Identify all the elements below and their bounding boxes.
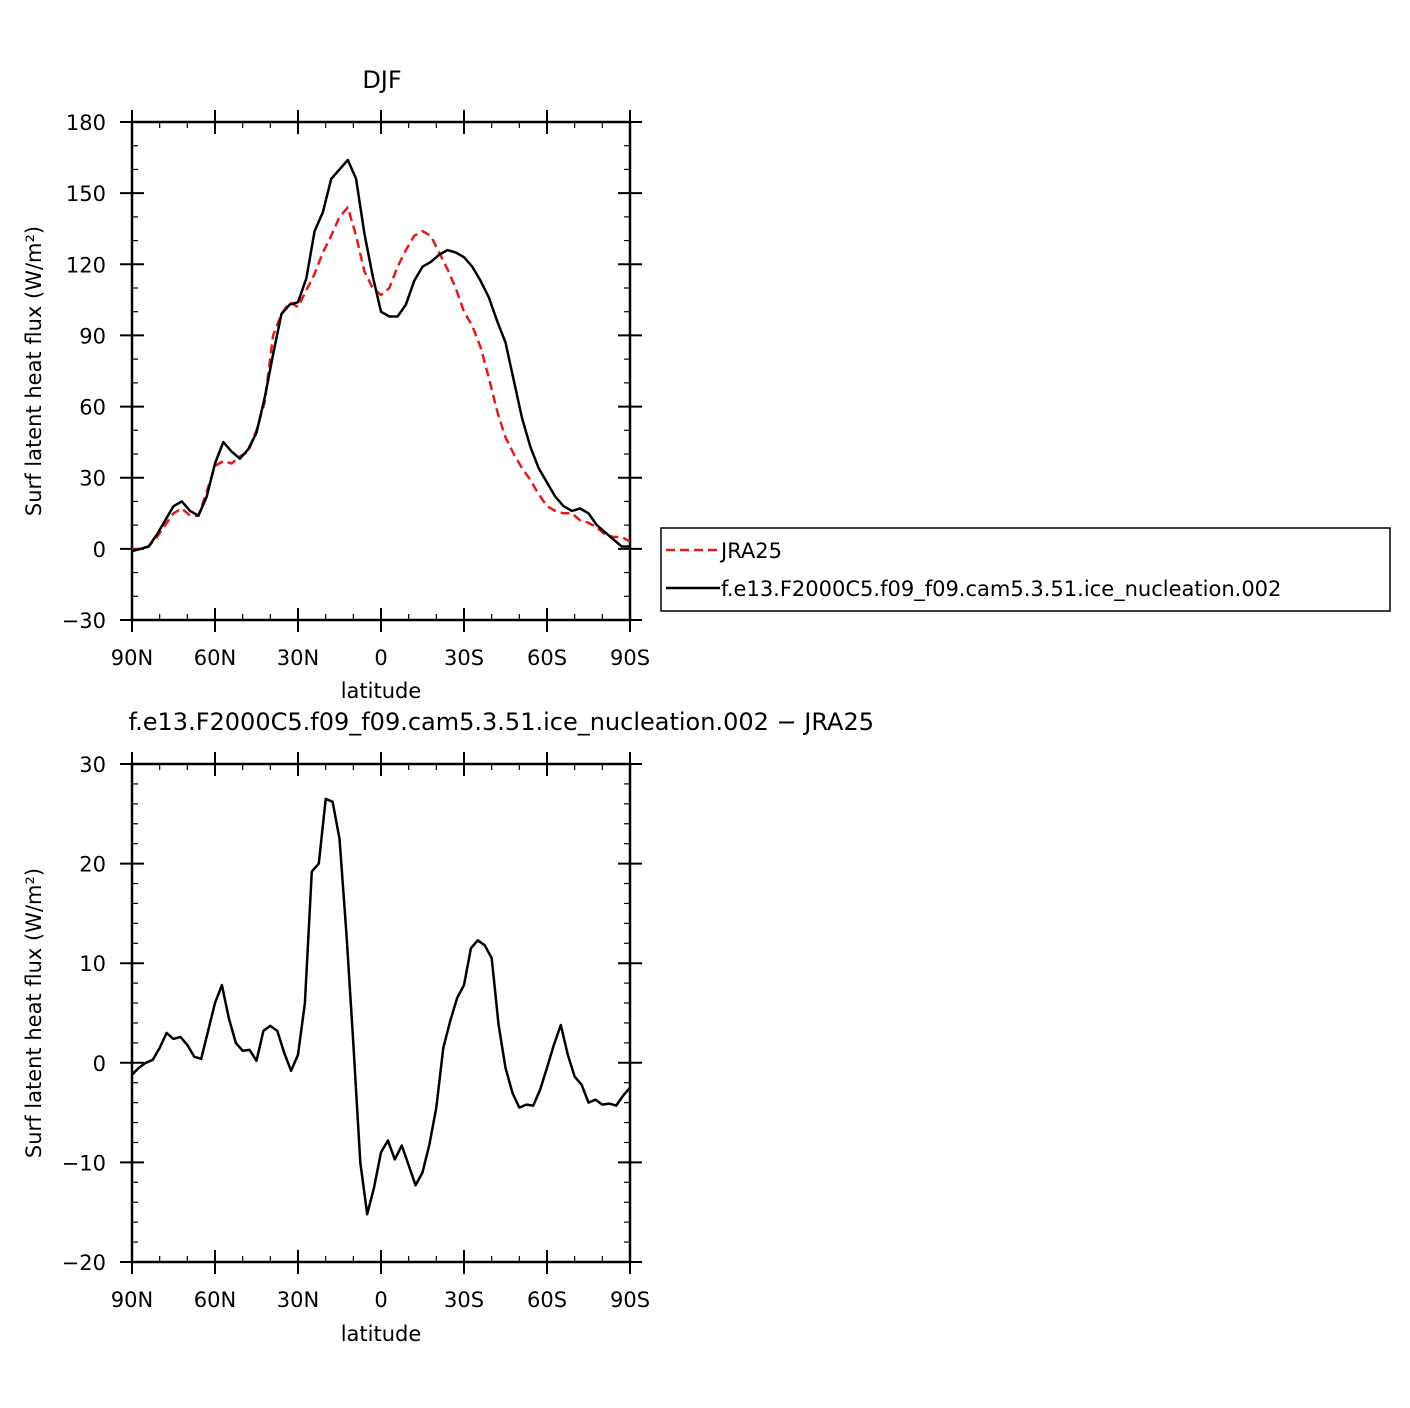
- x-tick-label: 60S: [527, 1288, 567, 1312]
- y-tick-label: 30: [79, 467, 106, 491]
- panel-top-legend: JRA25 f.e13.F2000C5.f09_f09.cam5.3.51.ic…: [660, 527, 1391, 612]
- panel-bottom-title: f.e13.F2000C5.f09_f09.cam5.3.51.ice_nucl…: [128, 708, 874, 736]
- x-tick-label: 30N: [277, 646, 319, 670]
- y-tick-label: 30: [79, 753, 106, 777]
- y-tick-label: 150: [66, 182, 106, 206]
- panel-bottom-xlabel: latitude: [341, 1322, 422, 1346]
- series-line-diff-0: [131, 797, 631, 1216]
- panel-bottom-ylabel: Surf latent heat flux (W/m²): [22, 868, 46, 1158]
- x-tick-label: 0: [374, 1288, 387, 1312]
- panel-top-xlabel: latitude: [341, 679, 422, 703]
- y-tick-label: 90: [79, 324, 106, 348]
- x-tick-label: 90S: [610, 1288, 650, 1312]
- y-tick-label: 10: [79, 952, 106, 976]
- x-tick-label: 30S: [444, 646, 484, 670]
- y-tick-label: −30: [62, 609, 106, 633]
- x-tick-label: 60N: [194, 646, 236, 670]
- panel-bottom-frame: [130, 762, 632, 1264]
- y-tick-label: 0: [93, 1052, 106, 1076]
- y-tick-label: −10: [62, 1151, 106, 1175]
- x-tick-label: 90S: [610, 646, 650, 670]
- series-line-jra25: [131, 206, 631, 552]
- series-line-f-e13-f2000c5-f09-f09-cam5-3-51-ice-nucleation-002: [131, 158, 630, 553]
- panel-top-series: [131, 158, 631, 553]
- panel-bottom: f.e13.F2000C5.f09_f09.cam5.3.51.ice_nucl…: [22, 708, 874, 1346]
- y-tick-label: 120: [66, 253, 106, 277]
- y-tick-label: 60: [79, 396, 106, 420]
- legend-label-model: f.e13.F2000C5.f09_f09.cam5.3.51.ice_nucl…: [721, 577, 1281, 602]
- panel-top-ylabel: Surf latent heat flux (W/m²): [22, 226, 46, 516]
- x-tick-label: 0: [374, 646, 387, 670]
- x-tick-label: 30S: [444, 1288, 484, 1312]
- legend-box: [660, 527, 1391, 612]
- y-tick-label: 20: [79, 853, 106, 877]
- panel-top-title: DJF: [362, 66, 401, 94]
- x-tick-label: 90N: [111, 1288, 153, 1312]
- y-tick-label: 180: [66, 111, 106, 135]
- legend-label-jra25: JRA25: [719, 539, 782, 563]
- y-tick-label: 0: [93, 538, 106, 562]
- x-tick-label: 60S: [527, 646, 567, 670]
- y-tick-label: −20: [62, 1251, 106, 1275]
- x-tick-label: 90N: [111, 646, 153, 670]
- panel-bottom-series: [131, 797, 631, 1216]
- panel-top-frame: [130, 120, 632, 622]
- x-tick-label: 30N: [277, 1288, 319, 1312]
- x-tick-label: 60N: [194, 1288, 236, 1312]
